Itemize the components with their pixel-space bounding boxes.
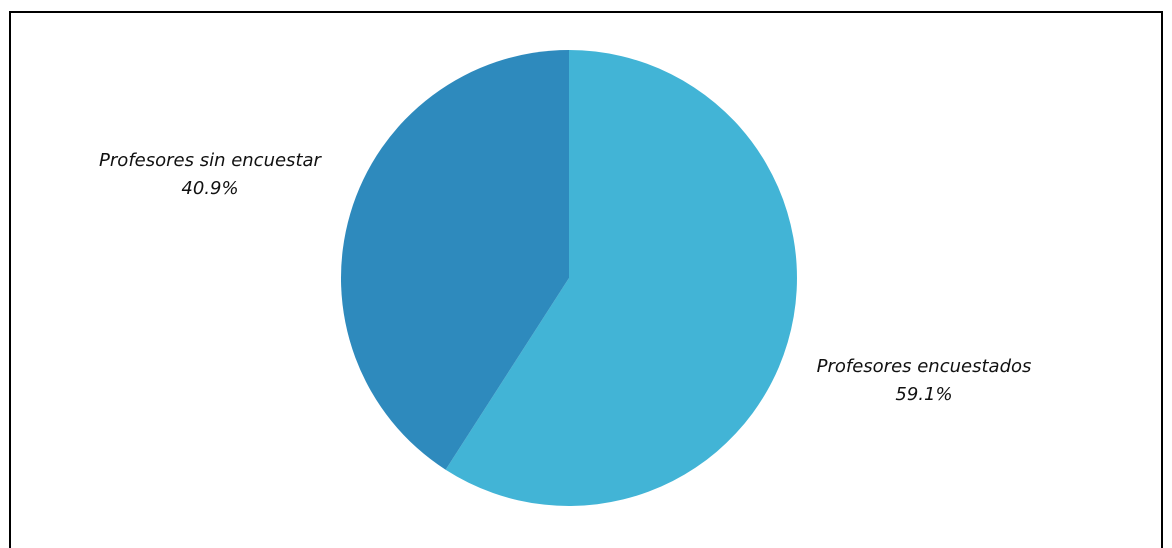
slice-label-profesores-sin-encuestar: Profesores sin encuestar bbox=[99, 150, 322, 171]
pie-slices bbox=[340, 49, 797, 506]
pie-slice-profesores-sin-encuestar bbox=[340, 49, 569, 470]
slice-value-profesores-encuestados: 59.1% bbox=[895, 384, 952, 405]
slice-labels: Profesores encuestados 59.1% Profesores … bbox=[99, 150, 1031, 405]
pie-slice-profesores-encuestados bbox=[445, 50, 797, 506]
slice-value-profesores-sin-encuestar: 40.9% bbox=[181, 178, 238, 199]
slice-label-profesores-encuestados: Profesores encuestados bbox=[817, 356, 1032, 377]
chart-frame bbox=[9, 11, 1163, 548]
